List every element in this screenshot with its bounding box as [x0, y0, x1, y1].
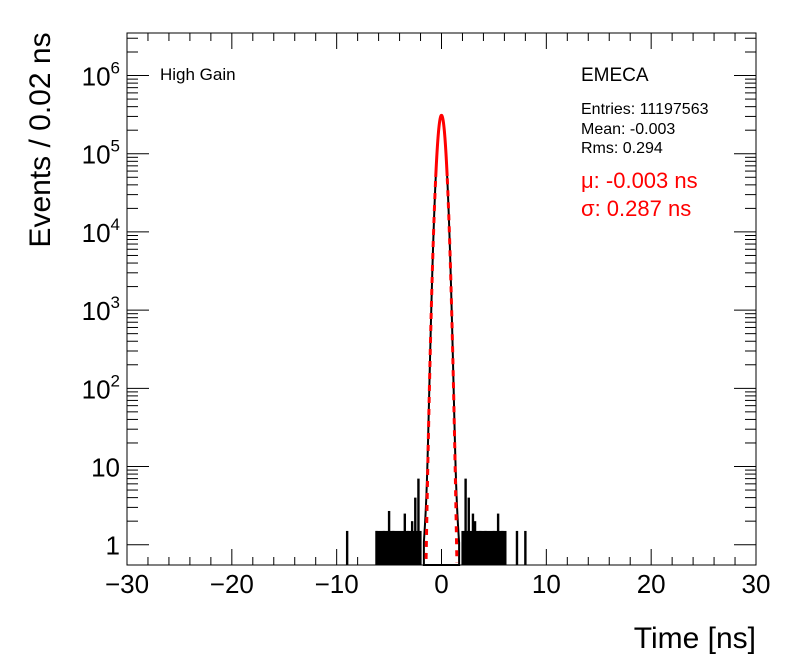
- histogram-bin: [414, 497, 417, 565]
- histogram-bin: [467, 497, 470, 565]
- y-tick-label: 1: [106, 531, 120, 561]
- histogram-bin: [515, 530, 519, 565]
- x-tick-label: −20: [210, 569, 254, 599]
- y-tick-label: 106: [82, 59, 120, 92]
- fit-curve-tail-left: [424, 179, 438, 559]
- histogram-bin: [464, 478, 467, 565]
- y-tick-label: 10: [91, 453, 120, 483]
- stats-mean: Mean: -0.003: [581, 121, 675, 138]
- histogram-bin: [479, 530, 482, 565]
- x-tick-label: 0: [434, 569, 448, 599]
- fit-sigma-label: σ: 0.287 ns: [581, 196, 691, 221]
- x-tick-label: 20: [637, 569, 666, 599]
- histogram-bin: [345, 530, 349, 565]
- x-tick-label: −30: [105, 569, 149, 599]
- histogram-bin: [473, 521, 477, 565]
- histogram-bin: [403, 513, 407, 565]
- histogram-bin: [375, 530, 378, 565]
- histogram-bin: [471, 513, 475, 565]
- histogram-bin: [406, 530, 410, 565]
- histogram-bin: [492, 530, 496, 565]
- y-tick-label: 102: [82, 371, 120, 404]
- histogram-bin: [484, 530, 487, 565]
- fit-curve-tail-right: [445, 178, 459, 563]
- x-axis-label: Time [ns]: [634, 622, 756, 655]
- histogram-bin: [392, 530, 395, 565]
- fit-mu-label: μ: -0.003 ns: [581, 168, 698, 193]
- x-tick-label: 30: [742, 569, 771, 599]
- y-axis-label: Events / 0.02 ns: [24, 32, 57, 247]
- x-tick-label: −10: [315, 569, 359, 599]
- detector-label: EMECA: [581, 65, 649, 86]
- y-tick-label: 104: [82, 215, 120, 248]
- stats-rms: Rms: 0.294: [581, 140, 663, 157]
- histogram-bin: [382, 530, 386, 565]
- histogram-bin: [387, 510, 391, 565]
- high-gain-label: High Gain: [160, 65, 236, 84]
- histogram-bin: [417, 478, 420, 565]
- y-tick-label: 105: [82, 137, 120, 170]
- x-tick-label: 10: [532, 569, 561, 599]
- stats-entries: Entries: 11197563: [581, 101, 709, 118]
- fit-curve: [434, 113, 449, 178]
- y-tick-label: 103: [82, 293, 120, 326]
- histogram-bin: [496, 513, 500, 565]
- histogram-bin: [524, 530, 527, 565]
- histogram-bin: [410, 521, 414, 565]
- histogram-bin: [501, 530, 504, 565]
